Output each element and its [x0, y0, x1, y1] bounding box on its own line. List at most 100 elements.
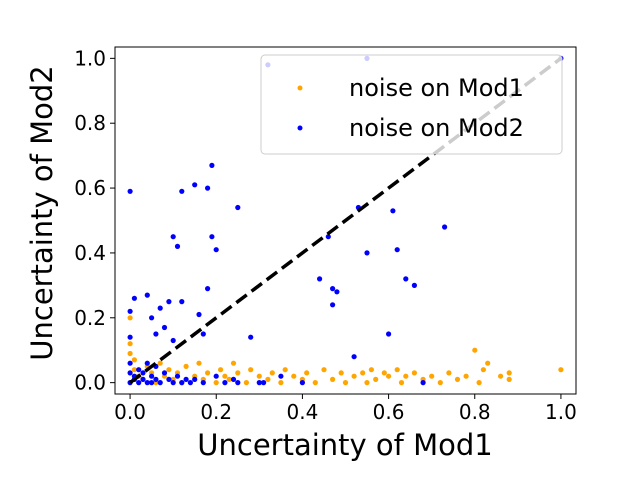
y-axis-label: Uncertainty of Mod2 [25, 65, 59, 360]
point-series-1 [338, 370, 344, 376]
point-series-2 [205, 185, 211, 191]
point-series-1 [248, 367, 254, 373]
point-series-1 [278, 380, 284, 386]
point-series-2 [157, 305, 163, 311]
point-series-2 [140, 376, 146, 382]
point-series-1 [304, 370, 310, 376]
point-series-2 [153, 376, 159, 382]
point-series-2 [127, 334, 133, 340]
point-series-2 [390, 208, 396, 214]
point-series-1 [330, 376, 336, 382]
point-series-2 [174, 373, 181, 379]
point-series-2 [144, 380, 150, 386]
point-series-2 [256, 380, 262, 386]
y-tick-label: 0.6 [74, 176, 106, 200]
point-series-2 [230, 376, 237, 382]
point-series-2 [248, 334, 254, 340]
point-series-2 [127, 360, 133, 366]
point-series-2 [149, 315, 155, 321]
point-series-1 [373, 376, 379, 382]
y-tick-label: 0.4 [74, 241, 106, 265]
point-series-2 [299, 380, 305, 386]
point-series-2 [278, 373, 284, 379]
point-series-1 [127, 350, 133, 357]
point-series-1 [472, 347, 478, 353]
point-series-2 [213, 247, 219, 253]
point-series-1 [243, 380, 249, 386]
point-series-1 [437, 380, 443, 386]
point-series-2 [330, 286, 336, 292]
point-series-1 [429, 373, 435, 379]
point-series-2 [334, 289, 340, 295]
plot-frame [114, 46, 577, 395]
point-series-2 [187, 380, 193, 386]
point-series-1 [269, 370, 275, 376]
point-series-1 [342, 380, 349, 386]
data-points [127, 55, 564, 386]
x-tick-label: 0.6 [373, 400, 405, 424]
point-series-1 [282, 367, 288, 373]
point-series-2 [330, 302, 336, 308]
point-series-2 [127, 188, 133, 194]
point-series-1 [321, 367, 327, 373]
point-series-1 [218, 367, 224, 373]
y-tick-label: 0.8 [74, 111, 106, 135]
point-series-1 [183, 363, 189, 369]
point-series-2 [131, 295, 137, 301]
legend-marker-mod1 [297, 85, 303, 91]
point-series-2 [209, 234, 215, 240]
point-series-1 [364, 380, 370, 386]
point-series-2 [136, 380, 142, 386]
y-tick-label: 0.2 [74, 306, 106, 330]
point-series-1 [463, 373, 469, 379]
point-series-2 [170, 234, 176, 240]
point-series-2 [235, 204, 241, 211]
point-series-1 [403, 373, 409, 379]
point-series-1 [230, 360, 237, 366]
point-series-2 [394, 247, 400, 253]
x-tick-label: 0.4 [287, 400, 319, 424]
point-series-1 [476, 380, 482, 386]
point-series-2 [179, 188, 185, 194]
point-series-2 [161, 370, 168, 376]
point-series-1 [235, 370, 241, 376]
point-series-2 [213, 373, 219, 379]
point-series-1 [205, 370, 211, 376]
point-series-1 [196, 360, 202, 366]
point-series-2 [200, 380, 206, 386]
point-series-2 [140, 370, 146, 376]
point-series-2 [235, 380, 241, 386]
legend-marker-mod2 [297, 125, 303, 131]
point-series-1 [166, 367, 172, 373]
point-series-2 [209, 162, 215, 168]
point-series-1 [312, 380, 318, 386]
point-series-1 [498, 373, 504, 379]
point-series-1 [394, 367, 400, 373]
point-series-2 [179, 299, 185, 305]
point-series-1 [411, 370, 417, 376]
point-series-1 [131, 367, 137, 373]
point-series-1 [386, 373, 392, 379]
legend: noise on Mod1 noise on Mod2 [260, 54, 563, 155]
point-series-2 [127, 308, 133, 314]
point-series-1 [446, 370, 452, 376]
point-series-2 [136, 367, 142, 373]
point-series-2 [149, 380, 155, 386]
legend-label-mod1: noise on Mod1 [349, 74, 524, 102]
point-series-1 [291, 373, 297, 379]
point-series-2 [144, 360, 150, 366]
point-series-2 [200, 331, 206, 337]
point-series-2 [153, 331, 159, 337]
y-axis-ticks: 0.0 0.2 0.4 0.6 0.8 1.0 [74, 46, 115, 395]
point-series-2 [411, 282, 417, 288]
point-series-2 [420, 380, 426, 386]
point-series-1 [558, 367, 564, 373]
point-series-2 [386, 331, 392, 337]
point-series-2 [166, 299, 172, 305]
point-series-2 [403, 276, 409, 282]
point-series-2 [127, 370, 133, 376]
point-series-1 [480, 367, 486, 373]
point-series-2 [222, 380, 228, 386]
point-series-2 [144, 292, 150, 298]
legend-label-mod2: noise on Mod2 [349, 114, 524, 142]
